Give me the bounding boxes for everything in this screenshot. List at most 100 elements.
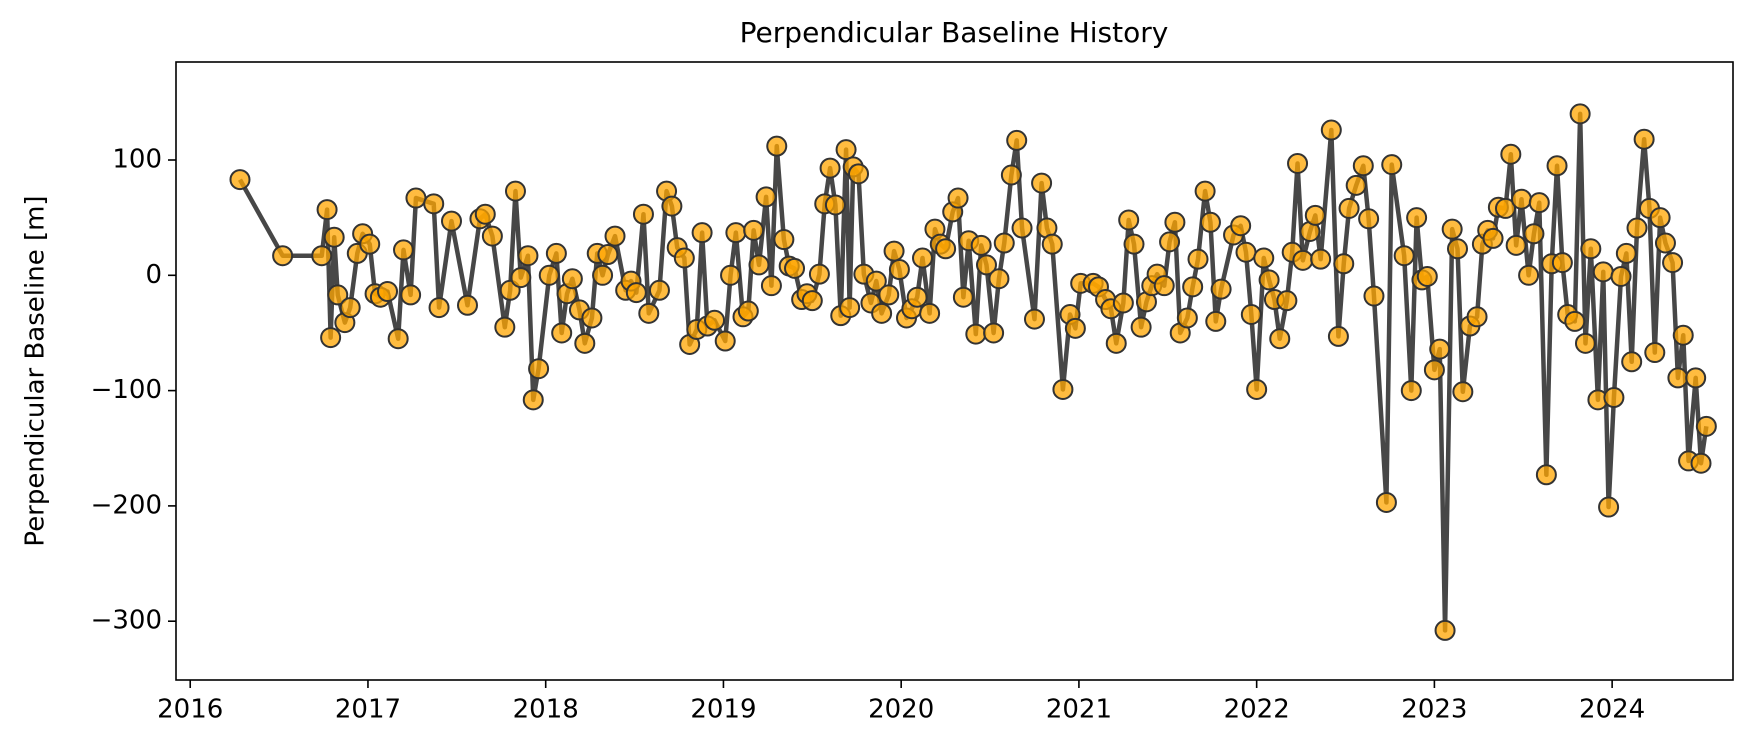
point: [323, 226, 345, 248]
point: [935, 238, 957, 260]
point: [1574, 332, 1596, 354]
point: [581, 307, 603, 329]
point: [1041, 233, 1063, 255]
point: [1304, 204, 1326, 226]
point: [1310, 248, 1332, 270]
point: [1494, 197, 1516, 219]
y-tick-label: −200: [91, 490, 162, 520]
point: [320, 327, 342, 349]
x-tick-label: 2024: [1579, 695, 1645, 725]
point: [1447, 238, 1469, 260]
point: [737, 300, 759, 322]
point: [1176, 307, 1198, 329]
point: [456, 294, 478, 316]
point: [883, 240, 905, 262]
point: [714, 330, 736, 352]
point: [1235, 241, 1257, 263]
point: [1194, 180, 1216, 202]
x-tick-label: 2017: [335, 695, 401, 725]
point: [1603, 387, 1625, 409]
point: [1246, 378, 1268, 400]
point: [975, 254, 997, 276]
point: [661, 195, 683, 217]
y-tick-label: −100: [91, 375, 162, 405]
point: [517, 245, 539, 267]
point: [1164, 211, 1186, 233]
point: [819, 157, 841, 179]
point: [1598, 496, 1620, 518]
point: [339, 297, 361, 319]
point: [1667, 367, 1689, 389]
point: [1510, 188, 1532, 210]
point: [1363, 285, 1385, 307]
x-tick-label: 2021: [1046, 695, 1112, 725]
point: [1551, 252, 1573, 274]
point: [545, 242, 567, 264]
point: [1580, 238, 1602, 260]
point: [1287, 152, 1309, 174]
point: [1452, 381, 1474, 403]
point: [405, 187, 427, 209]
point: [428, 297, 450, 319]
point: [632, 203, 654, 225]
point: [327, 284, 349, 306]
point: [1416, 265, 1438, 287]
x-tick-label: 2022: [1224, 695, 1290, 725]
point: [1276, 290, 1298, 312]
point: [272, 245, 294, 267]
point: [1423, 359, 1445, 381]
point: [773, 229, 795, 251]
point: [848, 163, 870, 185]
point: [1118, 209, 1140, 231]
point: [393, 239, 415, 261]
point: [1210, 278, 1232, 300]
point: [1292, 249, 1314, 271]
point: [839, 297, 861, 319]
point: [1253, 247, 1275, 269]
point: [1182, 276, 1204, 298]
x-tick-label: 2016: [157, 695, 223, 725]
point: [1626, 217, 1648, 239]
point: [760, 275, 782, 297]
point: [1644, 342, 1666, 364]
point: [1338, 197, 1360, 219]
point: [604, 225, 626, 247]
point: [704, 309, 726, 331]
point: [835, 139, 857, 161]
point: [1381, 154, 1403, 176]
point: [1345, 174, 1367, 196]
plot-frame: [175, 61, 1734, 681]
point: [1406, 207, 1428, 229]
point: [592, 264, 614, 286]
point: [1518, 264, 1540, 286]
point: [1505, 234, 1527, 256]
point: [1230, 215, 1252, 237]
point: [906, 286, 928, 308]
point: [504, 180, 526, 202]
point: [912, 247, 934, 269]
x-tick-label: 2018: [513, 695, 579, 725]
point: [1528, 192, 1550, 214]
point: [359, 233, 381, 255]
point: [970, 234, 992, 256]
point: [1615, 242, 1637, 264]
point: [1123, 233, 1145, 255]
point: [808, 263, 830, 285]
y-tick-label: 0: [145, 260, 162, 290]
point: [919, 302, 941, 324]
point: [1269, 328, 1291, 350]
point: [725, 222, 747, 244]
point: [1333, 253, 1355, 275]
point: [1400, 380, 1422, 402]
point: [1159, 231, 1181, 253]
point: [1621, 351, 1643, 373]
point: [871, 302, 893, 324]
point: [748, 254, 770, 276]
point: [538, 264, 560, 286]
point: [494, 316, 516, 338]
point: [1358, 208, 1380, 230]
point: [551, 322, 573, 344]
x-tick-label: 2019: [690, 695, 756, 725]
point: [387, 328, 409, 350]
